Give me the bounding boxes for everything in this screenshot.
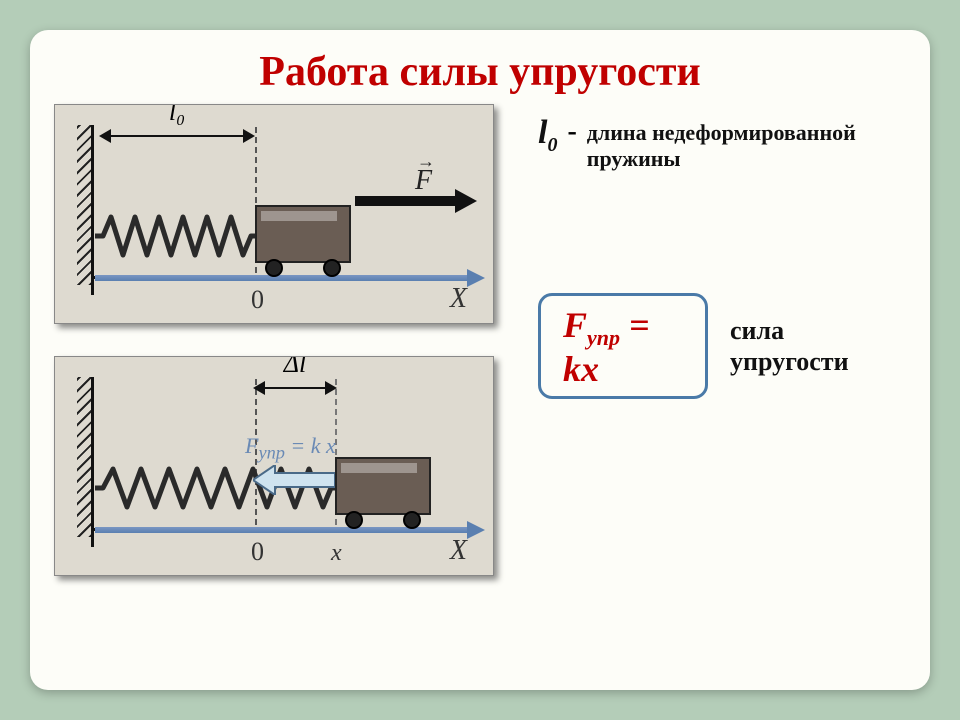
elastic-force-formula-box: Fупр = kx — [538, 293, 708, 399]
wall-hatching — [77, 377, 91, 537]
spring-icon — [95, 213, 255, 259]
wall-line — [91, 125, 94, 295]
x-axis-label: X — [450, 535, 467, 567]
x-axis-label: X — [450, 283, 467, 315]
wall-hatching — [77, 125, 91, 285]
dash: - — [567, 114, 576, 148]
figure-rest-spring: X 0 →F l₀ — [54, 104, 494, 324]
elastic-force-label: сила упругости — [730, 315, 849, 377]
x-axis-arrowhead-icon — [467, 521, 485, 539]
figure-stretched-spring: X 0 x Fупр = k x — [54, 356, 494, 576]
l0-definition: l0 - длина недеформированной пружины — [538, 114, 906, 173]
l0-symbol: l0 — [538, 114, 557, 157]
wall-line — [91, 377, 94, 547]
zero-label: 0 — [251, 537, 264, 567]
x-axis-arrowhead-icon — [467, 269, 485, 287]
x-axis — [95, 275, 471, 281]
figures-column: X 0 →F l₀ — [54, 104, 514, 576]
dimension-delta-l-label: Δl — [255, 356, 335, 379]
cart-icon — [255, 205, 351, 275]
dimension-l0-label: l₀ — [101, 104, 253, 127]
cart-icon — [335, 457, 431, 527]
slide-title: Работа силы упругости — [54, 48, 906, 96]
zero-label: 0 — [251, 285, 264, 315]
formula-row: Fупр = kx сила упругости — [538, 293, 906, 399]
text-column: l0 - длина недеформированной пружины Fуп… — [534, 104, 906, 576]
slide: Работа силы упругости X 0 — [30, 30, 930, 690]
x-label: x — [331, 540, 342, 567]
l0-definition-text: длина недеформированной пружины — [587, 114, 856, 173]
force-label: →F — [415, 165, 432, 197]
elastic-force-arrow-icon — [253, 465, 335, 495]
elastic-force-formula-in-figure: Fупр = k x — [245, 433, 336, 463]
content-row: X 0 →F l₀ — [54, 104, 906, 576]
